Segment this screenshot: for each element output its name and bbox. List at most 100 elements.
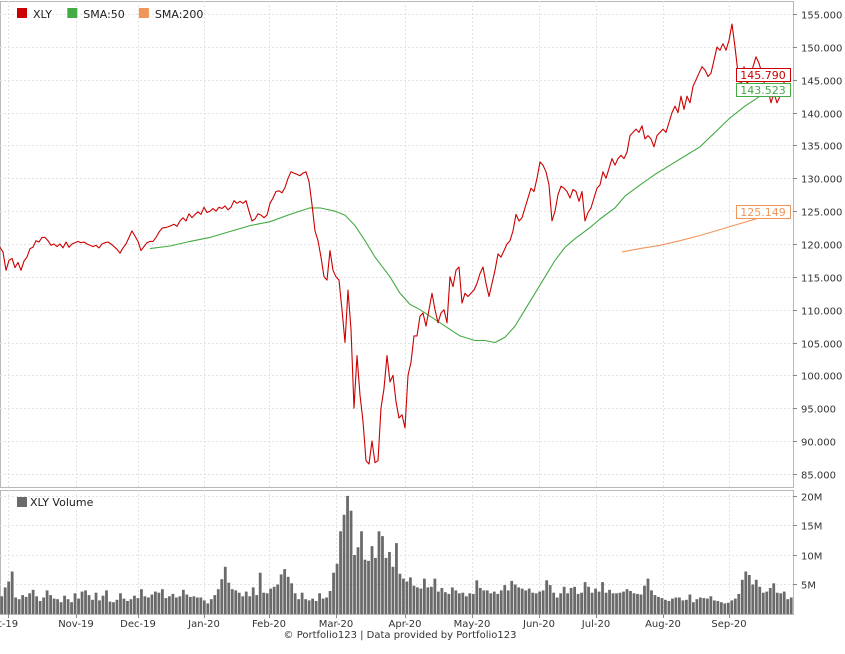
- volume-bar: [423, 578, 426, 614]
- volume-bar: [241, 596, 245, 614]
- volume-panel: 5M 10M 15M 20M XLY Volume t-19 Nov-19 Dec-19 Jan…: [0, 490, 822, 630]
- volume-bar: [112, 602, 115, 614]
- volume-bar: [300, 592, 304, 614]
- xly-price-line: [0, 23, 789, 465]
- volume-bar: [671, 598, 674, 614]
- volume-bar: [307, 600, 311, 614]
- volume-bar: [227, 582, 231, 614]
- volume-bar: [520, 588, 524, 614]
- volume-bar: [150, 594, 154, 614]
- volume-bar: [325, 597, 328, 614]
- volume-bar: [119, 593, 122, 614]
- volume-bar: [716, 601, 720, 614]
- volume-bar: [21, 595, 25, 614]
- volume-bar: [590, 592, 594, 614]
- x-tick-label: Jun-20: [522, 619, 555, 630]
- volume-bar: [73, 593, 77, 614]
- volume-bar: [367, 560, 370, 614]
- volume-bar: [10, 571, 14, 614]
- volume-bar: [510, 580, 514, 614]
- volume-bar: [409, 577, 412, 614]
- volume-bar: [601, 582, 604, 614]
- volume-bar: [485, 590, 489, 614]
- footer-text: Portfolio123 | Data provided by Portfoli…: [296, 630, 517, 641]
- volume-bar: [349, 510, 353, 614]
- volume-bar: [171, 593, 175, 614]
- x-tick-label: Sep-20: [711, 619, 746, 630]
- volume-bar: [678, 597, 681, 614]
- volume-bar: [691, 602, 695, 614]
- volume-bar: [646, 578, 650, 614]
- volume-bar: [192, 596, 196, 614]
- volume-bar: [698, 597, 702, 614]
- volume-bar: [384, 557, 388, 614]
- volume-bar: [101, 595, 105, 614]
- volume-bar: [377, 531, 381, 614]
- volume-bar: [751, 584, 755, 614]
- volume-bar: [604, 592, 608, 614]
- volume-bar: [31, 589, 35, 614]
- y-tick-label: 150.000: [801, 44, 842, 55]
- volume-bar: [265, 593, 269, 614]
- volume-bar: [667, 601, 671, 614]
- volume-bar: [548, 585, 552, 614]
- volume-bar: [513, 584, 517, 614]
- volume-bar: [56, 599, 59, 614]
- volume-bar: [433, 578, 437, 614]
- volume-bar: [436, 591, 440, 614]
- volume-bar: [712, 600, 716, 614]
- volume-bar: [258, 572, 262, 614]
- volume-bar: [45, 590, 49, 614]
- volume-bar: [429, 586, 433, 614]
- volume-bar: [147, 597, 150, 614]
- y-tick-label: 105.000: [801, 340, 842, 351]
- volume-bar: [597, 591, 601, 614]
- volume-bar: [545, 580, 549, 614]
- volume-bar: [66, 599, 70, 614]
- volume-bar: [789, 597, 793, 614]
- x-tick-label: Jan-20: [187, 619, 220, 630]
- volume-bar: [615, 593, 618, 614]
- volume-bar: [573, 586, 577, 614]
- volume-bar: [643, 585, 646, 614]
- volume-bar: [594, 588, 597, 614]
- volume-bar: [608, 589, 611, 614]
- volume-bar: [24, 596, 28, 614]
- volume-bar: [286, 576, 290, 614]
- volume-bar: [129, 599, 133, 614]
- volume-bar: [765, 591, 769, 614]
- volume-bar: [318, 593, 321, 614]
- volume-bar: [314, 601, 318, 614]
- xly-last-value-box: [736, 68, 791, 82]
- y-tick-label: 145.000: [801, 77, 842, 88]
- volume-bar: [457, 593, 461, 614]
- volume-bar: [499, 590, 503, 614]
- volume-bar: [475, 580, 479, 614]
- volume-bar: [726, 602, 730, 614]
- y-tick-label: 140.000: [801, 110, 842, 121]
- volume-bar: [328, 591, 332, 614]
- volume-bar: [517, 587, 521, 614]
- volume-bar: [506, 590, 510, 614]
- volume-bar: [122, 598, 126, 614]
- volume-bar: [709, 596, 713, 614]
- volume-bar: [569, 588, 573, 614]
- volume-bar: [650, 590, 653, 614]
- volume-bar: [768, 588, 772, 614]
- volume-bar: [356, 547, 360, 614]
- volume-bar: [402, 578, 405, 614]
- volume-bar: [527, 588, 531, 614]
- y-tick-label: 135.000: [801, 142, 842, 153]
- volume-bar: [534, 593, 538, 614]
- volume-bar: [167, 596, 171, 614]
- legend-label-0: XLY: [33, 8, 52, 21]
- volume-bar: [461, 592, 465, 614]
- volume-bar: [63, 595, 66, 614]
- volume-bar: [695, 599, 699, 614]
- volume-bar: [3, 587, 7, 614]
- volume-bar: [730, 600, 734, 614]
- volume-bar: [636, 593, 639, 614]
- volume-bar: [559, 593, 563, 614]
- volume-bar: [353, 555, 356, 614]
